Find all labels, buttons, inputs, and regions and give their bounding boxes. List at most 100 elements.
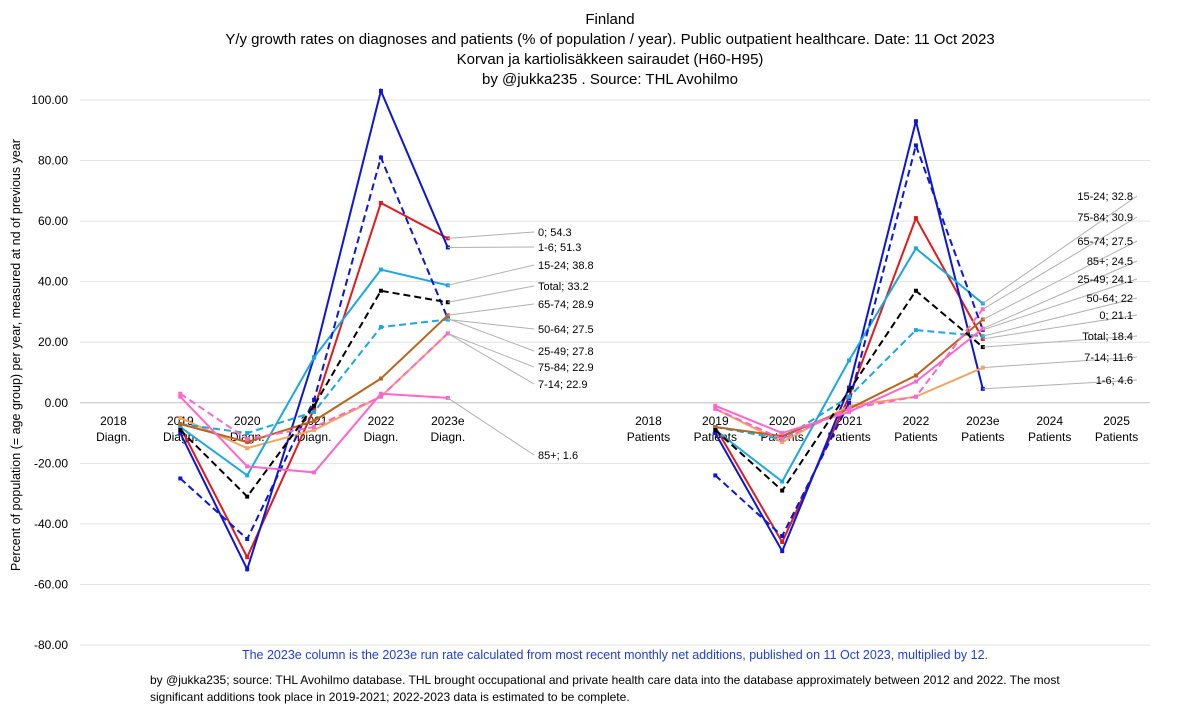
label-leader-line bbox=[982, 240, 1138, 320]
series-line-0 bbox=[179, 201, 449, 560]
data-point bbox=[847, 358, 852, 363]
data-label: Total; 18.4 bbox=[1082, 331, 1133, 343]
data-point bbox=[312, 428, 317, 433]
source-note: by @jukka235; source: THL Avohilmo datab… bbox=[150, 673, 1060, 704]
data-point bbox=[378, 200, 383, 205]
x-tick-label: 2022 bbox=[903, 414, 930, 428]
data-point bbox=[847, 409, 852, 414]
title-line-1: Finland bbox=[585, 11, 635, 28]
label-leader-line bbox=[447, 332, 535, 368]
data-point bbox=[378, 88, 383, 93]
label-leader-line bbox=[447, 318, 535, 352]
data-point bbox=[713, 406, 718, 411]
data-point bbox=[245, 446, 250, 451]
y-tick-label: -80.00 bbox=[34, 638, 68, 652]
title-line-2: Y/y growth rates on diagnoses and patien… bbox=[225, 31, 995, 48]
data-label: 50-64; 27.5 bbox=[538, 324, 594, 336]
label-leader-line bbox=[982, 379, 1138, 390]
data-point bbox=[847, 406, 852, 411]
data-point bbox=[178, 476, 183, 481]
label-leader-line bbox=[982, 335, 1138, 348]
data-point bbox=[713, 473, 718, 478]
data-label: 85+; 24.5 bbox=[1087, 256, 1133, 268]
data-point bbox=[913, 216, 918, 221]
data-point bbox=[245, 494, 250, 499]
data-label: 65-74; 27.5 bbox=[1077, 236, 1133, 248]
data-point bbox=[378, 325, 383, 330]
y-tick-label: -60.00 bbox=[34, 577, 68, 591]
y-tick-label: -20.00 bbox=[34, 456, 68, 470]
label-leader-line bbox=[447, 264, 535, 286]
data-point bbox=[780, 549, 785, 554]
x-tick-label: Patients bbox=[1095, 430, 1138, 444]
x-tick-label: Patients bbox=[827, 430, 870, 444]
data-point bbox=[378, 267, 383, 272]
data-point bbox=[780, 440, 785, 445]
data-point bbox=[312, 425, 317, 429]
data-point bbox=[378, 391, 383, 396]
label-leader-line bbox=[447, 285, 535, 303]
data-point bbox=[178, 421, 183, 426]
data-label: 75-84; 30.9 bbox=[1077, 212, 1133, 224]
y-tick-label: 80.00 bbox=[38, 154, 68, 168]
data-point bbox=[178, 391, 183, 396]
data-point bbox=[178, 425, 183, 429]
series-line-1-6 bbox=[179, 87, 449, 572]
x-tick-label: 2022 bbox=[368, 414, 395, 428]
data-label: 75-84; 22.9 bbox=[538, 362, 594, 374]
label-leader-line bbox=[982, 297, 1138, 337]
data-point bbox=[178, 428, 183, 433]
data-label: 0; 54.3 bbox=[538, 227, 572, 239]
x-tick-label: 2020 bbox=[769, 414, 796, 428]
label-leader-line bbox=[447, 333, 535, 385]
data-point bbox=[713, 403, 718, 408]
y-tick-label: 60.00 bbox=[38, 214, 68, 228]
series-line-15-24 bbox=[714, 246, 984, 484]
x-tick-label: Diagn. bbox=[364, 430, 399, 444]
data-point bbox=[913, 288, 918, 293]
data-label: 1-6; 4.6 bbox=[1096, 375, 1133, 387]
data-point bbox=[245, 440, 250, 445]
title-line-4: by @jukka235 . Source: THL Avohilmo bbox=[482, 71, 738, 88]
data-label: 25-49; 27.8 bbox=[538, 346, 594, 358]
data-label: 15-24; 32.8 bbox=[1077, 191, 1133, 203]
data-point bbox=[245, 537, 250, 542]
x-tick-label: Patients bbox=[894, 430, 937, 444]
x-tick-label: 2018 bbox=[100, 414, 127, 428]
data-point bbox=[847, 385, 852, 390]
label-leader-line bbox=[982, 356, 1138, 369]
y-tick-label: 20.00 bbox=[38, 335, 68, 349]
data-label: 1-6; 51.3 bbox=[538, 242, 581, 254]
data-label: 25-49; 24.1 bbox=[1077, 274, 1133, 286]
data-point bbox=[245, 437, 250, 442]
data-point bbox=[847, 400, 852, 405]
label-leader-line bbox=[982, 314, 1138, 340]
data-point bbox=[913, 379, 918, 384]
title-line-3: Korvan ja kartiolisäkkeen sairaudet (H60… bbox=[456, 51, 764, 68]
series-line-25-49 bbox=[714, 142, 984, 538]
label-leader-line bbox=[982, 195, 1138, 304]
data-point bbox=[913, 373, 918, 378]
data-label: 7-14; 11.6 bbox=[1084, 352, 1133, 364]
data-point bbox=[780, 431, 785, 436]
x-tick-label: 2024 bbox=[1036, 414, 1063, 428]
data-point bbox=[378, 288, 383, 293]
y-tick-label: -40.00 bbox=[34, 517, 68, 531]
data-label: Total; 33.2 bbox=[538, 281, 589, 293]
data-point bbox=[178, 431, 183, 436]
data-point bbox=[780, 488, 785, 493]
label-leader-line bbox=[447, 231, 535, 239]
data-label: 15-24; 38.8 bbox=[538, 260, 594, 272]
x-tick-label: Patients bbox=[1028, 430, 1071, 444]
data-point bbox=[913, 119, 918, 124]
run-rate-note: The 2023e column is the 2023e run rate c… bbox=[241, 648, 989, 662]
label-leader-line bbox=[982, 260, 1138, 330]
data-point bbox=[312, 406, 317, 411]
label-leader-line bbox=[447, 303, 535, 316]
data-point bbox=[378, 394, 383, 399]
data-point bbox=[780, 540, 785, 545]
x-tick-label: Patients bbox=[961, 430, 1004, 444]
label-leader-line bbox=[447, 319, 535, 330]
data-point bbox=[913, 246, 918, 251]
